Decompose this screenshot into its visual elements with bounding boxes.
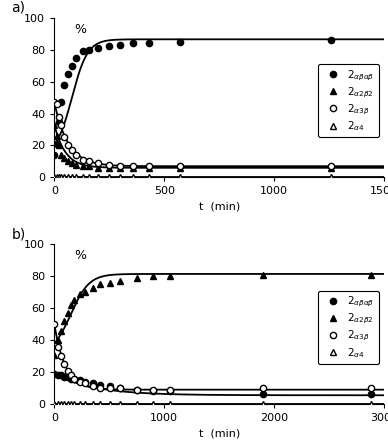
Legend: $2_{\alpha\beta\alpha\beta}$, $2_{\alpha2\beta2}$, $2_{\alpha3\beta}$, $2_{\alph: $2_{\alpha\beta\alpha\beta}$, $2_{\alpha…	[318, 291, 379, 364]
Text: a): a)	[12, 0, 26, 15]
Legend: $2_{\alpha\beta\alpha\beta}$, $2_{\alpha2\beta2}$, $2_{\alpha3\beta}$, $2_{\alph: $2_{\alpha\beta\alpha\beta}$, $2_{\alpha…	[318, 64, 379, 137]
X-axis label: t  (min): t (min)	[199, 202, 240, 212]
X-axis label: t  (min): t (min)	[199, 428, 240, 439]
Text: %: %	[74, 23, 86, 36]
Text: %: %	[74, 249, 86, 262]
Text: b): b)	[12, 227, 26, 241]
